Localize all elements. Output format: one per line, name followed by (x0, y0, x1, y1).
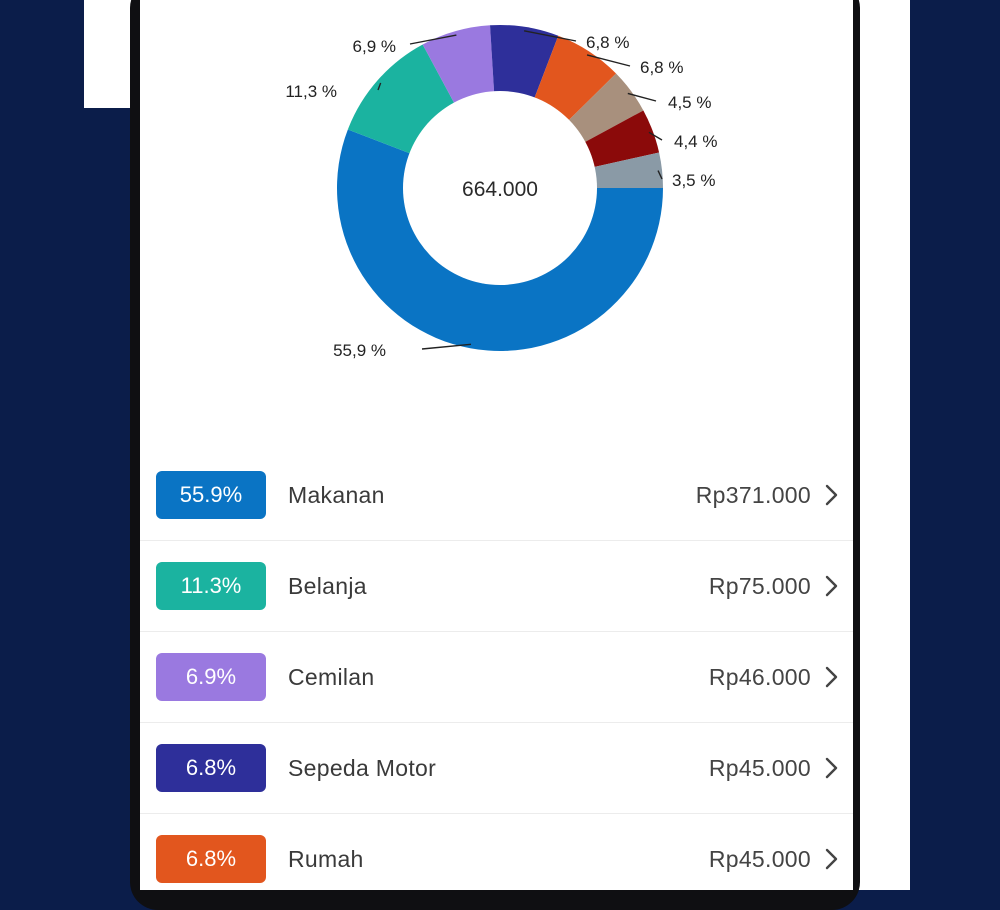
donut-slice-labels: 55,9 % 11,3 % 6,9 % 6,8 % 6,8 % 4,5 % 4,4 % 3,5… (285, 33, 717, 360)
slice-percent-label: 6,8 % (586, 33, 629, 52)
slice-percent-label: 6,8 % (640, 58, 683, 77)
leader-line (648, 131, 663, 141)
leader-line (523, 30, 577, 42)
category-name: Sepeda Motor (288, 754, 437, 781)
category-row-makanan[interactable]: 55.9% Makanan Rp371.000 (140, 450, 853, 541)
chevron-right-icon[interactable] (821, 844, 843, 874)
category-row-cemilan[interactable]: 6.9% Cemilan Rp46.000 (140, 632, 853, 723)
category-amount: Rp46.000 (708, 663, 811, 690)
chevron-right-icon[interactable] (821, 480, 843, 510)
percent-badge: 11.3% (156, 562, 266, 610)
donut-hole (403, 91, 597, 285)
percent-badge: 55.9% (156, 471, 266, 519)
category-amount: Rp75.000 (708, 572, 811, 599)
category-amount: Rp45.000 (708, 754, 811, 781)
category-row-rumah[interactable]: 6.8% Rumah Rp45.000 (140, 814, 853, 890)
slice-percent-label: 4,4 % (674, 132, 717, 151)
percent-badge: 6.8% (156, 744, 266, 792)
percent-badge: 6.9% (156, 653, 266, 701)
slice-percent-label: 4,5 % (668, 93, 711, 112)
category-name: Belanja (288, 572, 367, 599)
category-amount: Rp45.000 (708, 845, 811, 872)
category-name: Cemilan (288, 663, 375, 690)
percent-badge: 6.8% (156, 835, 266, 883)
slice-percent-label: 55,9 % (333, 341, 386, 360)
leader-line (657, 170, 663, 180)
chevron-right-icon[interactable] (821, 753, 843, 783)
background-panel-right (855, 0, 910, 890)
slice-percent-label: 6,9 % (353, 37, 396, 56)
category-row-belanja[interactable]: 11.3% Belanja Rp75.000 (140, 541, 853, 632)
leader-line (627, 92, 657, 102)
category-name: Makanan (288, 481, 385, 508)
category-amount: Rp371.000 (695, 481, 811, 508)
leader-line (586, 54, 631, 67)
chevron-right-icon[interactable] (821, 571, 843, 601)
leader-line (421, 343, 472, 350)
donut-center-total: 664.000 (462, 178, 538, 201)
donut-leader-lines (377, 30, 663, 350)
chevron-right-icon[interactable] (821, 662, 843, 692)
category-row-sepeda-motor[interactable]: 6.8% Sepeda Motor Rp45.000 (140, 723, 853, 814)
leader-line (409, 34, 457, 45)
slice-percent-label: 3,5 % (672, 171, 715, 190)
category-name: Rumah (288, 845, 364, 872)
leader-line (377, 82, 382, 91)
donut-chart-svg: 55,9 % 11,3 % 6,9 % 6,8 % 6,8 % 4,5 % 4,4 % 3,5… (285, 24, 717, 360)
category-list: 55.9% Makanan Rp371.000 11.3% Belanja Rp… (140, 450, 853, 890)
expense-donut-chart[interactable]: 55,9 % 11,3 % 6,9 % 6,8 % 6,8 % 4,5 % 4,4 % 3,5… (140, 0, 853, 420)
slice-percent-label: 11,3 % (285, 82, 337, 101)
app-screen: 55,9 % 11,3 % 6,9 % 6,8 % 6,8 % 4,5 % 4,4 % 3,5… (140, 0, 853, 890)
